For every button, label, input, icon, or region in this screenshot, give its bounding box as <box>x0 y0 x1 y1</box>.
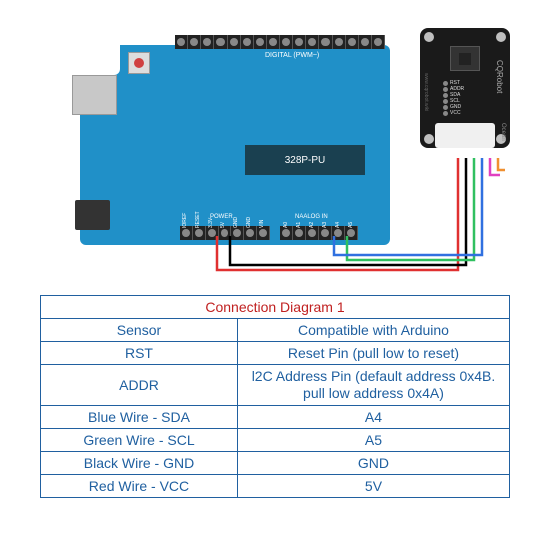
power-pin-label: GND <box>233 217 239 228</box>
table-cell-sensor: Red Wire - VCC <box>41 474 238 497</box>
power-pin-label: GND <box>246 217 252 228</box>
table-row: Red Wire - VCC5V <box>41 474 510 497</box>
analog-header <box>280 226 358 240</box>
sensor-module: CQRobot Ocean www.cqrobot.wiki RSTADDRSD… <box>420 28 510 148</box>
mcu-chip: 328P-PU <box>245 145 365 175</box>
analog-section-label: NAALOG IN <box>295 214 328 220</box>
wire-addr <box>490 158 500 175</box>
digital-label: DIGITAL (PWM~) <box>265 52 319 59</box>
power-pin-label: 3.3V <box>208 218 214 228</box>
table-cell-sensor: Sensor <box>41 319 238 342</box>
table-title: Connection Diagram 1 <box>41 296 510 319</box>
table-cell-sensor: Black Wire - GND <box>41 451 238 474</box>
analog-pin-label: A4 <box>335 222 341 228</box>
table-row: RSTReset Pin (pull low to reset) <box>41 342 510 365</box>
sensor-ic <box>450 46 480 71</box>
power-pin-label: RESET <box>195 211 201 228</box>
analog-pin-label: A0 <box>283 222 289 228</box>
arduino-board: 328P-PU DIGITAL (PWM~) POWER NAALOG IN I… <box>80 30 390 245</box>
table-cell-sensor: RST <box>41 342 238 365</box>
reset-button <box>128 52 150 74</box>
power-pin-label: 5V <box>220 222 226 228</box>
table-cell-arduino: Reset Pin (pull low to reset) <box>237 342 509 365</box>
table-cell-arduino: A5 <box>237 428 509 451</box>
digital-header <box>175 35 385 49</box>
analog-pin-label: A3 <box>322 222 328 228</box>
wiring-diagram: 328P-PU DIGITAL (PWM~) POWER NAALOG IN I… <box>40 20 510 285</box>
table-cell-arduino: Compatible with Arduino <box>237 319 509 342</box>
analog-pin-label: A2 <box>309 222 315 228</box>
power-pin-label: VIN <box>259 220 265 228</box>
table-cell-arduino: l2C Address Pin (default address 0x4B. p… <box>237 365 509 406</box>
table-row: Black Wire - GNDGND <box>41 451 510 474</box>
table-row: ADDRl2C Address Pin (default address 0x4… <box>41 365 510 406</box>
sensor-url: www.cqrobot.wiki <box>423 73 429 111</box>
table-row: SensorCompatible with Arduino <box>41 319 510 342</box>
sensor-pin: VCC <box>443 110 464 116</box>
table-cell-sensor: Blue Wire - SDA <box>41 405 238 428</box>
table-cell-arduino: 5V <box>237 474 509 497</box>
sensor-pin-labels: RSTADDRSDASCLGNDVCC <box>443 80 464 116</box>
table-row: Green Wire - SCLA5 <box>41 428 510 451</box>
table-cell-sensor: Green Wire - SCL <box>41 428 238 451</box>
power-header <box>180 226 270 240</box>
table-cell-arduino: GND <box>237 451 509 474</box>
wire-rst <box>498 158 505 170</box>
sensor-brand: CQRobot <box>495 60 504 93</box>
table-row: Blue Wire - SDAA4 <box>41 405 510 428</box>
sensor-series: Ocean <box>500 123 506 141</box>
connection-table: Connection Diagram 1 SensorCompatible wi… <box>40 295 510 498</box>
table-cell-sensor: ADDR <box>41 365 238 406</box>
analog-pin-label: A5 <box>348 222 354 228</box>
power-jack <box>75 200 110 230</box>
table-cell-arduino: A4 <box>237 405 509 428</box>
sensor-connector <box>435 123 495 148</box>
power-pin-label: IOREF <box>182 213 188 228</box>
usb-port <box>72 75 117 115</box>
analog-pin-label: A1 <box>296 222 302 228</box>
